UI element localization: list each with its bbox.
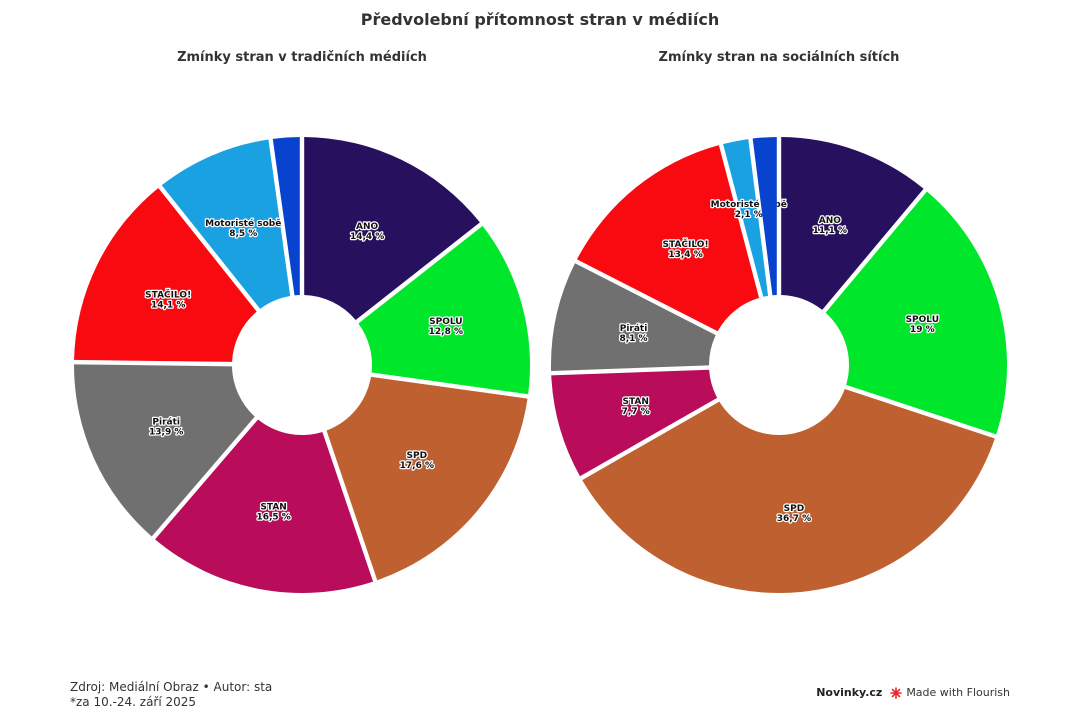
made-with-flourish-link[interactable]: Made with Flourish <box>906 686 1010 699</box>
donut-slice-pir-ti[interactable] <box>551 263 716 372</box>
main-title: Předvolební přítomnost stran v médiích <box>360 10 720 29</box>
slice-label-spolu: SPOLU 19 % <box>906 315 939 335</box>
slice-label-ano: ANO 14,4 % <box>350 222 384 242</box>
chart-title-traditional-media: Zmínky stran v tradičních médiích <box>177 50 427 65</box>
footer: Zdroj: Mediální Obraz • Autor: sta *za 1… <box>70 680 272 710</box>
donut-slice-stan[interactable] <box>551 369 718 477</box>
donut-slice-motorist-sob[interactable] <box>723 139 769 297</box>
donut-chart-social-media: ANO 11,1 % SPOLU 19 % SPD 36,7 % STAN 7,7 % Pirá… <box>551 137 1007 593</box>
donut-slice-sta-ilo[interactable] <box>74 187 257 362</box>
donut-slice-ano[interactable] <box>304 137 480 321</box>
donut-slice-ano[interactable] <box>781 137 924 310</box>
date-note: *za 10.-24. září 2025 <box>70 695 197 709</box>
donut-slice-motorist-sob[interactable] <box>161 139 291 309</box>
slice-label-spolu: SPOLU 12,8 % <box>429 317 463 337</box>
slice-label-spd: SPD 17,6 % <box>400 451 434 471</box>
slice-label-sta-ilo: STAČILO! 13,4 % <box>663 238 709 260</box>
slice-label-sta-ilo: STAČILO! 14,1 % <box>145 288 191 310</box>
donut-slice-other[interactable] <box>272 137 300 296</box>
donut-slice-spolu[interactable] <box>825 191 1007 435</box>
donut-chart-traditional-media: ANO 14,4 % SPOLU 12,8 % SPD 17,6 % STAN 16,5 % P… <box>74 137 530 593</box>
chart-title-social-media: Zmínky stran na sociálních sítích <box>658 50 900 65</box>
slice-label-spd: SPD 36,7 % <box>777 504 811 524</box>
donut-slice-other[interactable] <box>752 137 777 296</box>
donut-slice-stan[interactable] <box>155 419 374 593</box>
donut-slice-spd[interactable] <box>326 376 528 581</box>
brand-bar: Novinky.cz Made with Flourish <box>816 686 1010 699</box>
publisher-logo[interactable]: Novinky.cz <box>816 686 883 699</box>
donut-slice-sta-ilo[interactable] <box>576 145 760 332</box>
slice-label-pir-ti: Piráti 8,1 % <box>619 324 647 344</box>
donut-slice-spolu[interactable] <box>358 225 530 395</box>
flourish-star-icon <box>890 686 903 699</box>
slice-label-motorist-sob: Motoristé sobě 8,5 % <box>205 218 281 239</box>
slice-label-stan: STAN 16,5 % <box>256 502 290 522</box>
slice-label-ano: ANO 11,1 % <box>813 216 847 236</box>
donut-slice-pir-ti[interactable] <box>74 364 255 537</box>
source-line: Zdroj: Mediální Obraz • Autor: sta <box>70 680 273 694</box>
donut-slice-spd[interactable] <box>582 389 995 593</box>
slice-label-pir-ti: Piráti 13,9 % <box>149 417 183 437</box>
slice-label-stan: STAN 7,7 % <box>622 397 650 417</box>
